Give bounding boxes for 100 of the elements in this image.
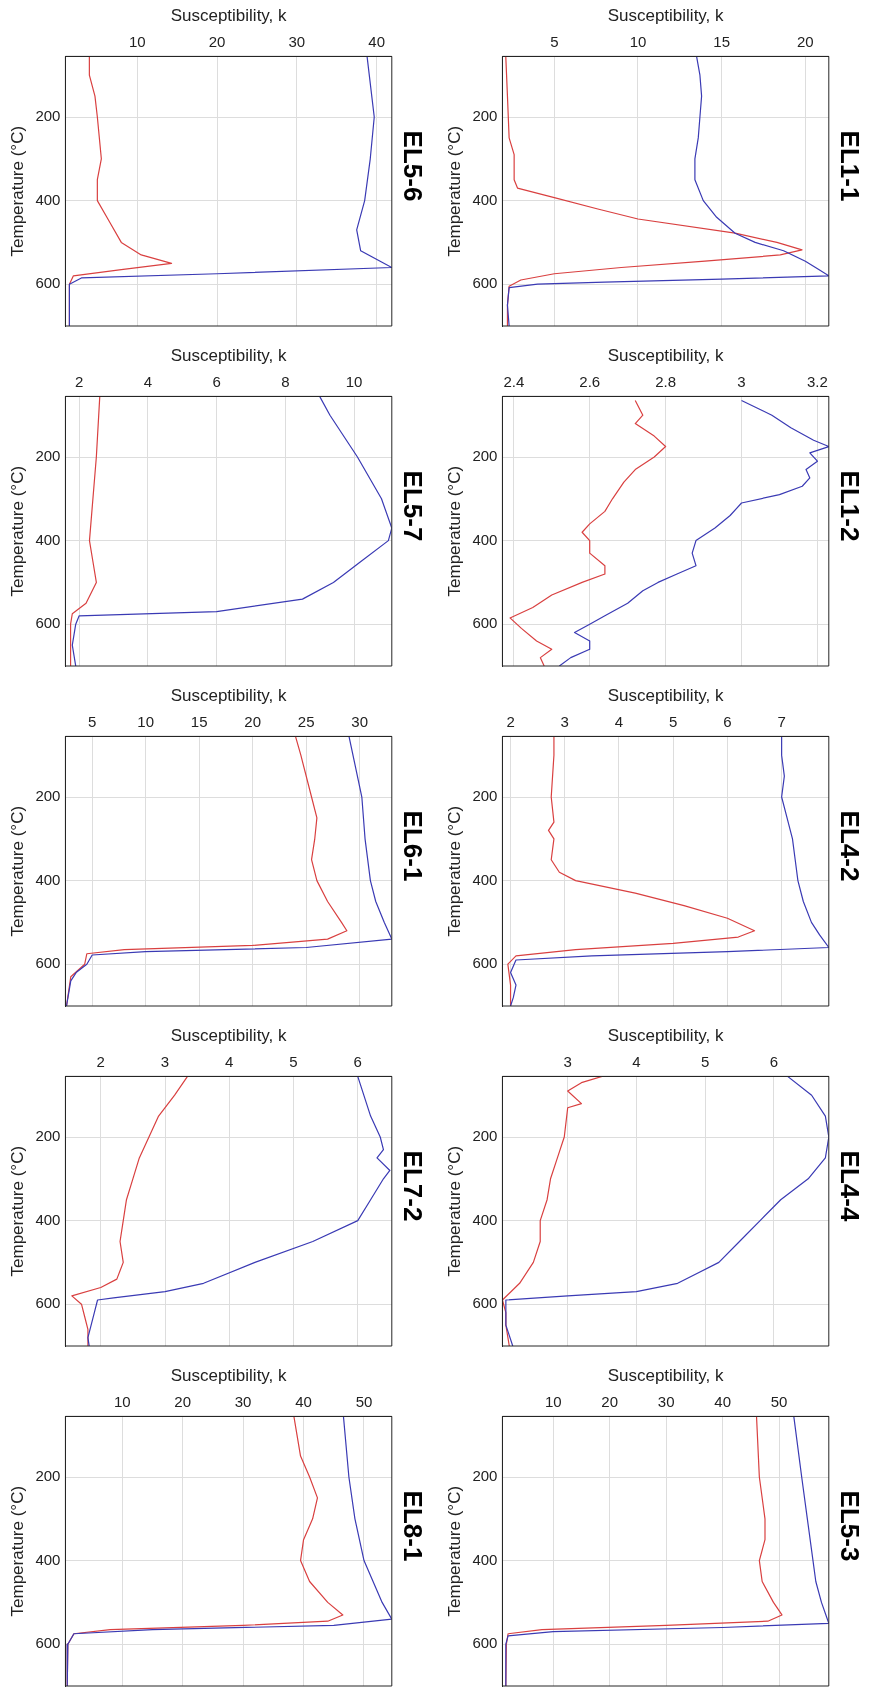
y-tick-label: 400	[35, 530, 61, 548]
y-tick-label: 600	[35, 614, 61, 632]
y-tick-label: 200	[472, 107, 498, 125]
x-tick-label: 40	[295, 1392, 312, 1410]
x-tick-label: 20	[208, 32, 226, 50]
x-tick-label: 5	[700, 1052, 710, 1070]
x-tick-label: 5	[289, 1052, 298, 1070]
text: EL6-1	[398, 810, 429, 882]
x-tick-label: 30	[351, 712, 369, 730]
y-tick-label: 200	[472, 787, 498, 805]
x-tick-label: 10	[629, 32, 647, 50]
y-tick-label: 600	[35, 274, 61, 292]
y-tick-label: 200	[35, 1467, 61, 1485]
text: EL5-7	[398, 470, 429, 542]
x-axis-title: Susceptibility, k	[607, 345, 725, 365]
x-tick-label: 10	[544, 1392, 562, 1410]
text: EL1-2	[835, 470, 866, 542]
text: EL4-2	[835, 810, 866, 882]
y-tick-label: 200	[35, 1127, 61, 1145]
x-axis-title: Susceptibility, k	[170, 1365, 288, 1385]
text: EL5-3	[835, 1490, 866, 1562]
x-tick-label: 30	[234, 1392, 252, 1410]
y-tick-label: 400	[35, 1210, 61, 1228]
x-tick-label: 3	[160, 1052, 170, 1070]
y-tick-label: 200	[35, 107, 61, 125]
x-tick-label: 6	[769, 1052, 778, 1070]
x-tick-label: 3	[563, 1052, 572, 1070]
x-tick-label: 6	[212, 372, 221, 390]
x-tick-label: 30	[288, 32, 306, 50]
x-tick-label: 30	[657, 1392, 675, 1410]
y-tick-label: 600	[472, 274, 498, 292]
y-tick-label: 400	[472, 530, 498, 548]
y-tick-label: 400	[472, 870, 498, 888]
x-tick-label: 2.4	[503, 372, 525, 390]
x-axis-title: Susceptibility, k	[607, 685, 725, 705]
y-tick-label: 600	[472, 614, 498, 632]
x-tick-label: 3.2	[806, 372, 828, 390]
x-axis-title: Susceptibility, k	[607, 1025, 725, 1045]
y-tick-label: 600	[472, 1294, 498, 1312]
y-tick-label: 200	[35, 447, 61, 465]
x-axis-title: Susceptibility, k	[170, 1025, 288, 1045]
x-tick-label: 6	[353, 1052, 362, 1070]
text: EL5-6	[398, 130, 429, 202]
x-tick-label: 4	[614, 712, 624, 730]
x-tick-label: 20	[174, 1392, 192, 1410]
x-tick-label: 2	[96, 1052, 105, 1070]
y-tick-label: 600	[35, 954, 61, 972]
y-axis-title: Temperature (°C)	[7, 805, 27, 937]
x-tick-label: 4	[225, 1052, 234, 1070]
y-axis-title: Temperature (°C)	[7, 465, 27, 597]
x-tick-label: 4	[632, 1052, 641, 1070]
y-tick-label: 200	[35, 787, 61, 805]
x-tick-label: 10	[137, 712, 155, 730]
x-tick-label: 20	[601, 1392, 619, 1410]
x-axis-title: Susceptibility, k	[607, 5, 725, 25]
x-tick-label: 3	[560, 712, 569, 730]
x-tick-label: 50	[355, 1392, 373, 1410]
x-tick-label: 10	[345, 372, 363, 390]
y-axis-title: Temperature (°C)	[444, 805, 464, 937]
x-tick-label: 7	[777, 712, 786, 730]
y-tick-label: 600	[35, 1634, 61, 1652]
y-tick-label: 600	[35, 1294, 61, 1312]
x-tick-label: 25	[297, 712, 315, 730]
x-tick-label: 4	[143, 372, 153, 390]
x-tick-label: 15	[713, 32, 731, 50]
y-tick-label: 400	[472, 1550, 498, 1568]
y-tick-label: 400	[472, 1210, 498, 1228]
x-tick-label: 20	[797, 32, 814, 50]
y-axis-title: Temperature (°C)	[7, 1145, 27, 1277]
x-tick-label: 15	[190, 712, 208, 730]
y-tick-label: 400	[35, 870, 61, 888]
x-tick-label: 50	[770, 1392, 788, 1410]
x-axis-title: Susceptibility, k	[170, 685, 288, 705]
y-tick-label: 200	[472, 447, 498, 465]
x-tick-label: 2.6	[579, 372, 601, 390]
x-tick-label: 8	[281, 372, 290, 390]
y-tick-label: 400	[472, 190, 498, 208]
text: EL4-4	[835, 1150, 866, 1222]
x-axis-title: Susceptibility, k	[170, 345, 288, 365]
x-tick-label: 5	[550, 32, 559, 50]
y-tick-label: 600	[472, 954, 498, 972]
x-tick-label: 2.8	[655, 372, 677, 390]
x-axis-title: Susceptibility, k	[170, 5, 288, 25]
x-tick-label: 10	[113, 1392, 131, 1410]
x-tick-label: 5	[669, 712, 678, 730]
text: EL1-1	[835, 130, 866, 202]
x-tick-label: 2	[506, 712, 515, 730]
x-tick-label: 40	[368, 32, 385, 50]
y-tick-label: 200	[472, 1467, 498, 1485]
x-tick-label: 10	[128, 32, 146, 50]
y-tick-label: 400	[35, 190, 61, 208]
x-tick-label: 6	[723, 712, 732, 730]
y-axis-title: Temperature (°C)	[444, 1485, 464, 1617]
y-tick-label: 400	[35, 1550, 61, 1568]
text: EL7-2	[398, 1150, 429, 1222]
y-axis-title: Temperature (°C)	[7, 125, 27, 257]
x-tick-label: 3	[737, 372, 746, 390]
y-axis-title: Temperature (°C)	[444, 125, 464, 257]
x-tick-label: 40	[714, 1392, 731, 1410]
x-tick-label: 20	[244, 712, 262, 730]
